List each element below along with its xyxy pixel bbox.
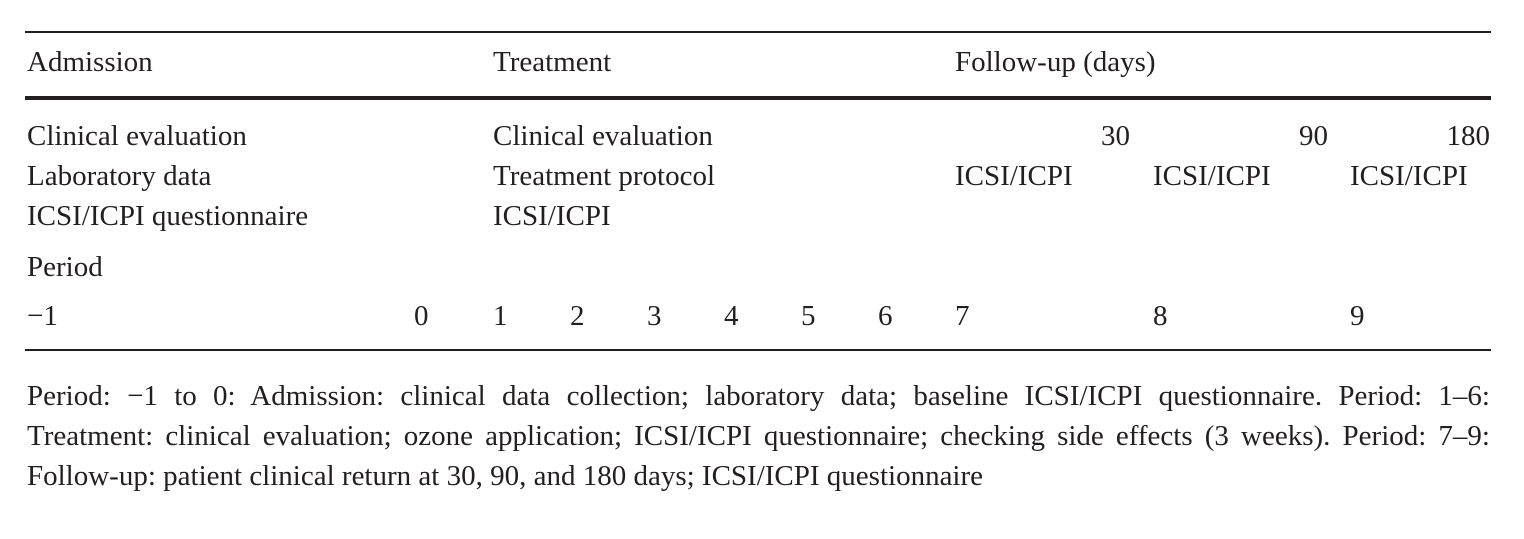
period-number: 8 bbox=[1153, 300, 1168, 332]
followup-item: ICSI/ICPI bbox=[1350, 160, 1468, 192]
followup-item: ICSI/ICPI bbox=[1153, 160, 1271, 192]
treatment-item: Clinical evaluation bbox=[493, 120, 713, 152]
period-number: 9 bbox=[1350, 300, 1365, 332]
period-number: 2 bbox=[570, 300, 585, 332]
admission-item: Laboratory data bbox=[27, 160, 212, 192]
treatment-item: ICSI/ICPI bbox=[493, 200, 611, 232]
header-admission: Admission bbox=[27, 46, 153, 78]
table-footnote: Period: −1 to 0: Admission: clinical dat… bbox=[27, 380, 1490, 492]
period-label: Period bbox=[27, 251, 103, 283]
period-number: 0 bbox=[414, 300, 429, 332]
header-followup: Follow-up (days) bbox=[955, 46, 1156, 78]
period-number: −1 bbox=[27, 300, 58, 332]
period-number: 5 bbox=[801, 300, 816, 332]
period-number: 7 bbox=[955, 300, 970, 332]
followup-day: 90 bbox=[1299, 120, 1328, 152]
header-rule bbox=[25, 96, 1491, 100]
treatment-item: Treatment protocol bbox=[493, 160, 716, 192]
admission-item: ICSI/ICPI questionnaire bbox=[27, 200, 309, 232]
period-number: 3 bbox=[647, 300, 662, 332]
bottom-rule bbox=[25, 349, 1491, 351]
followup-item: ICSI/ICPI bbox=[955, 160, 1073, 192]
admission-item: Clinical evaluation bbox=[27, 120, 247, 152]
top-rule bbox=[25, 31, 1491, 33]
period-number: 1 bbox=[493, 300, 508, 332]
followup-day: 30 bbox=[1101, 120, 1130, 152]
period-number: 6 bbox=[878, 300, 893, 332]
followup-day: 180 bbox=[1446, 120, 1491, 152]
period-number: 4 bbox=[724, 300, 739, 332]
header-treatment: Treatment bbox=[493, 46, 612, 78]
